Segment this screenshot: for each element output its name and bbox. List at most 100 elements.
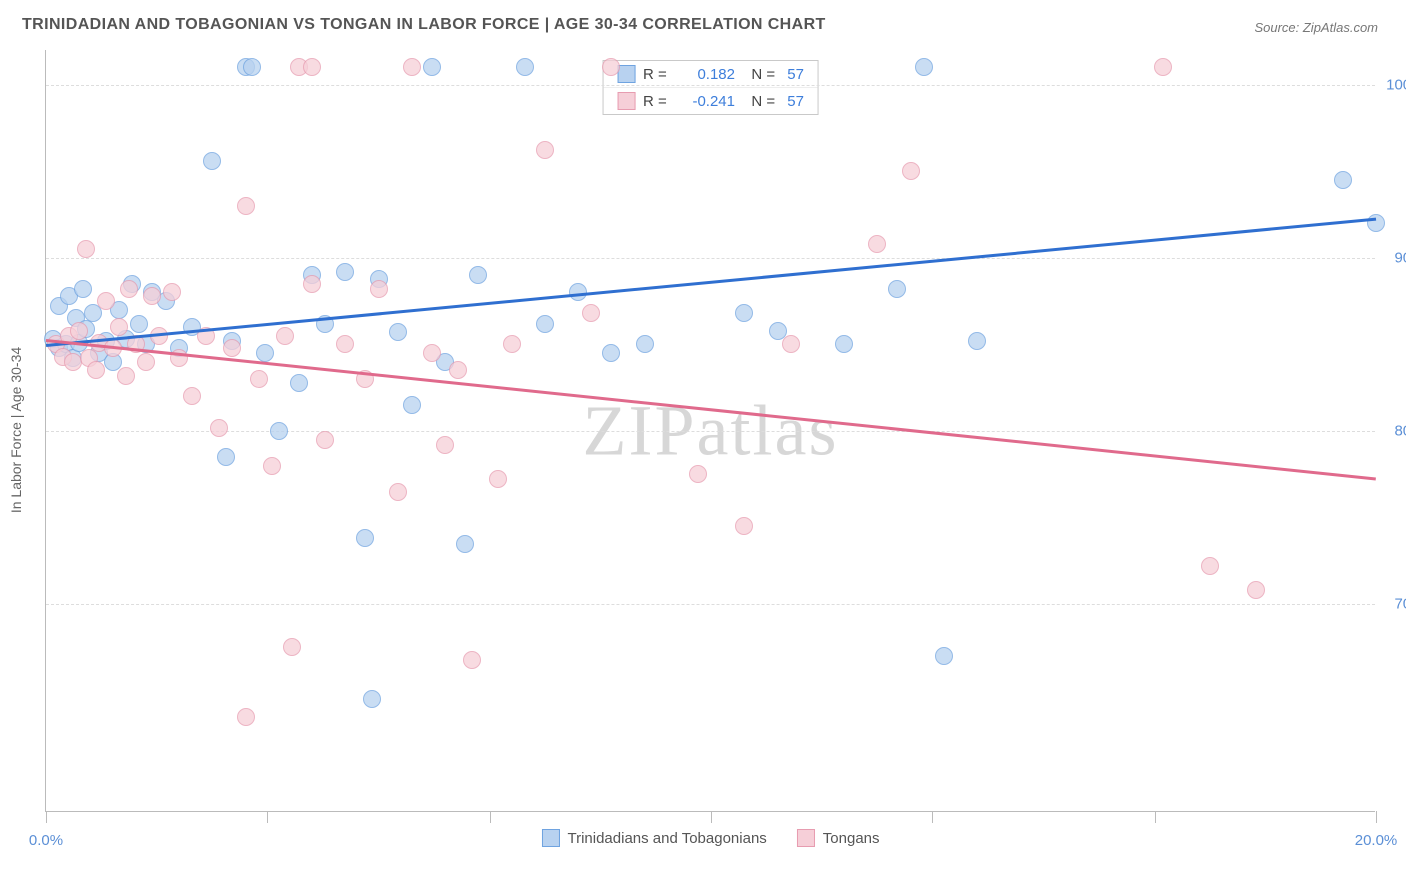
- scatter-point: [536, 315, 554, 333]
- scatter-point: [143, 287, 161, 305]
- gridline: [46, 258, 1375, 259]
- scatter-point: [283, 638, 301, 656]
- scatter-point: [835, 335, 853, 353]
- swatch-icon: [797, 829, 815, 847]
- scatter-point: [250, 370, 268, 388]
- scatter-point: [370, 280, 388, 298]
- gridline: [46, 604, 1375, 605]
- scatter-point: [536, 141, 554, 159]
- n-value: 57: [787, 66, 804, 83]
- scatter-point: [403, 58, 421, 76]
- x-tick: [46, 811, 47, 823]
- scatter-point: [423, 344, 441, 362]
- scatter-point: [263, 457, 281, 475]
- scatter-point: [888, 280, 906, 298]
- scatter-point: [782, 335, 800, 353]
- scatter-point: [74, 280, 92, 298]
- x-tick: [1376, 811, 1377, 823]
- scatter-point: [290, 374, 308, 392]
- scatter-point: [602, 344, 620, 362]
- scatter-point: [87, 361, 105, 379]
- r-value: -0.241: [679, 93, 735, 110]
- scatter-point: [389, 323, 407, 341]
- scatter-point: [97, 292, 115, 310]
- scatter-point: [336, 263, 354, 281]
- scatter-point: [1367, 214, 1385, 232]
- scatter-point: [217, 448, 235, 466]
- gridline: [46, 85, 1375, 86]
- scatter-point: [915, 58, 933, 76]
- trend-line: [46, 218, 1376, 347]
- series-legend: Trinidadians and Tobagonians Tongans: [541, 829, 879, 847]
- scatter-point: [463, 651, 481, 669]
- correlation-row: R = -0.241 N = 57: [603, 87, 818, 114]
- x-tick: [490, 811, 491, 823]
- chart-source: Source: ZipAtlas.com: [1254, 20, 1378, 35]
- scatter-point: [636, 335, 654, 353]
- scatter-point: [276, 327, 294, 345]
- scatter-point: [403, 396, 421, 414]
- scatter-point: [117, 367, 135, 385]
- scatter-point: [436, 436, 454, 454]
- legend-label: Tongans: [823, 830, 880, 847]
- swatch-icon: [617, 92, 635, 110]
- scatter-point: [237, 197, 255, 215]
- scatter-point: [735, 517, 753, 535]
- scatter-point: [130, 315, 148, 333]
- scatter-point: [902, 162, 920, 180]
- scatter-point: [489, 470, 507, 488]
- scatter-point: [183, 387, 201, 405]
- scatter-point: [1201, 557, 1219, 575]
- correlation-row: R = 0.182 N = 57: [603, 61, 818, 87]
- n-label: N =: [743, 93, 779, 110]
- scatter-point: [469, 266, 487, 284]
- y-tick-label: 80.0%: [1394, 423, 1406, 440]
- scatter-point: [1247, 581, 1265, 599]
- legend-item: Tongans: [797, 829, 880, 847]
- legend-label: Trinidadians and Tobagonians: [567, 830, 766, 847]
- scatter-point: [210, 419, 228, 437]
- gridline: [46, 431, 1375, 432]
- y-axis-label: In Labor Force | Age 30-34: [8, 347, 24, 513]
- scatter-point: [256, 344, 274, 362]
- y-tick-label: 100.0%: [1386, 76, 1406, 93]
- scatter-point: [689, 465, 707, 483]
- chart-title: TRINIDADIAN AND TOBAGONIAN VS TONGAN IN …: [22, 16, 826, 34]
- scatter-point: [110, 318, 128, 336]
- scatter-point: [243, 58, 261, 76]
- legend-item: Trinidadians and Tobagonians: [541, 829, 766, 847]
- y-tick-label: 70.0%: [1394, 596, 1406, 613]
- scatter-point: [137, 353, 155, 371]
- scatter-point: [1334, 171, 1352, 189]
- scatter-point: [120, 280, 138, 298]
- scatter-point: [363, 690, 381, 708]
- swatch-icon: [541, 829, 559, 847]
- x-tick: [1155, 811, 1156, 823]
- scatter-point: [64, 353, 82, 371]
- scatter-point: [203, 152, 221, 170]
- scatter-point: [516, 58, 534, 76]
- x-tick: [932, 811, 933, 823]
- scatter-point: [449, 361, 467, 379]
- y-tick-label: 90.0%: [1394, 249, 1406, 266]
- scatter-point: [336, 335, 354, 353]
- scatter-point: [303, 275, 321, 293]
- r-value: 0.182: [679, 66, 735, 83]
- scatter-point: [389, 483, 407, 501]
- trend-line: [46, 339, 1376, 480]
- scatter-point: [223, 339, 241, 357]
- scatter-point: [423, 58, 441, 76]
- scatter-point: [70, 322, 88, 340]
- scatter-point: [582, 304, 600, 322]
- scatter-point: [503, 335, 521, 353]
- x-tick: [267, 811, 268, 823]
- scatter-point: [356, 529, 374, 547]
- x-tick-label: 20.0%: [1355, 832, 1398, 849]
- scatter-point: [163, 283, 181, 301]
- scatter-point: [935, 647, 953, 665]
- scatter-point: [735, 304, 753, 322]
- x-tick-label: 0.0%: [29, 832, 63, 849]
- x-tick: [711, 811, 712, 823]
- scatter-point: [456, 535, 474, 553]
- scatter-point: [868, 235, 886, 253]
